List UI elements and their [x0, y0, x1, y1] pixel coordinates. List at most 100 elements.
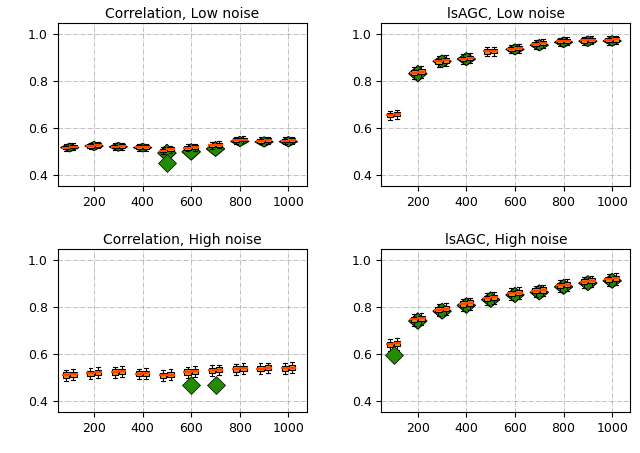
- Bar: [119, 144, 125, 148]
- Bar: [216, 143, 222, 147]
- PathPatch shape: [481, 292, 500, 308]
- Bar: [508, 47, 515, 51]
- Bar: [184, 370, 191, 375]
- Bar: [136, 145, 142, 149]
- Bar: [588, 38, 595, 42]
- Bar: [95, 143, 101, 147]
- Bar: [136, 371, 142, 376]
- Bar: [143, 145, 150, 149]
- Bar: [394, 112, 400, 116]
- Bar: [160, 149, 166, 152]
- Bar: [491, 294, 497, 300]
- PathPatch shape: [530, 39, 548, 51]
- Bar: [264, 138, 271, 142]
- Bar: [87, 144, 93, 148]
- PathPatch shape: [579, 276, 597, 291]
- Bar: [216, 367, 222, 372]
- Bar: [257, 139, 264, 143]
- Bar: [460, 57, 466, 61]
- PathPatch shape: [206, 141, 225, 156]
- PathPatch shape: [157, 144, 176, 162]
- Bar: [515, 46, 522, 50]
- PathPatch shape: [433, 55, 451, 68]
- Bar: [484, 295, 490, 301]
- PathPatch shape: [506, 287, 524, 303]
- Bar: [435, 307, 442, 312]
- Bar: [289, 365, 295, 370]
- Bar: [209, 368, 215, 373]
- Bar: [540, 41, 546, 45]
- Bar: [282, 139, 288, 142]
- Bar: [581, 39, 588, 43]
- Bar: [411, 70, 417, 76]
- Bar: [557, 283, 563, 288]
- Bar: [419, 69, 424, 74]
- PathPatch shape: [433, 303, 451, 319]
- Bar: [605, 38, 612, 42]
- PathPatch shape: [182, 144, 200, 160]
- PathPatch shape: [61, 143, 79, 152]
- Bar: [467, 56, 473, 60]
- Bar: [411, 317, 417, 322]
- PathPatch shape: [554, 37, 573, 48]
- PathPatch shape: [506, 44, 524, 55]
- Bar: [160, 373, 166, 378]
- Bar: [63, 146, 69, 149]
- PathPatch shape: [530, 285, 548, 300]
- Title: lsAGC, High noise: lsAGC, High noise: [445, 233, 567, 247]
- Bar: [264, 365, 271, 371]
- PathPatch shape: [85, 141, 103, 150]
- Bar: [257, 366, 264, 371]
- PathPatch shape: [109, 142, 127, 151]
- Title: lsAGC, Low noise: lsAGC, Low noise: [447, 8, 565, 21]
- Bar: [515, 290, 522, 295]
- Bar: [111, 145, 118, 149]
- Bar: [460, 301, 466, 307]
- Bar: [192, 145, 198, 149]
- Bar: [70, 145, 77, 149]
- Bar: [612, 38, 619, 42]
- Bar: [435, 59, 442, 63]
- Bar: [387, 113, 393, 117]
- Bar: [581, 279, 588, 284]
- Bar: [63, 372, 69, 378]
- PathPatch shape: [230, 136, 249, 147]
- Bar: [394, 341, 400, 346]
- Bar: [557, 39, 563, 43]
- Bar: [143, 371, 150, 376]
- Bar: [289, 138, 295, 142]
- Bar: [168, 372, 173, 377]
- PathPatch shape: [603, 273, 621, 288]
- Bar: [508, 291, 515, 296]
- Bar: [240, 366, 246, 371]
- Bar: [233, 139, 239, 142]
- Bar: [209, 144, 215, 147]
- Bar: [540, 287, 546, 293]
- Bar: [95, 370, 101, 375]
- Bar: [467, 300, 473, 306]
- Bar: [233, 366, 239, 371]
- Bar: [184, 146, 191, 149]
- Bar: [240, 138, 246, 141]
- Bar: [70, 372, 77, 377]
- Bar: [419, 316, 424, 321]
- PathPatch shape: [255, 137, 273, 147]
- PathPatch shape: [603, 36, 621, 46]
- PathPatch shape: [133, 143, 152, 152]
- Bar: [491, 48, 497, 53]
- PathPatch shape: [457, 53, 476, 66]
- Bar: [612, 276, 619, 281]
- PathPatch shape: [554, 280, 573, 294]
- Bar: [564, 282, 570, 287]
- Bar: [111, 370, 118, 375]
- PathPatch shape: [457, 298, 476, 313]
- Bar: [282, 366, 288, 371]
- Bar: [387, 342, 393, 347]
- PathPatch shape: [408, 313, 427, 329]
- PathPatch shape: [408, 65, 427, 82]
- Bar: [87, 371, 93, 376]
- Bar: [168, 147, 173, 151]
- Bar: [119, 369, 125, 374]
- Bar: [484, 49, 490, 53]
- Bar: [532, 288, 539, 294]
